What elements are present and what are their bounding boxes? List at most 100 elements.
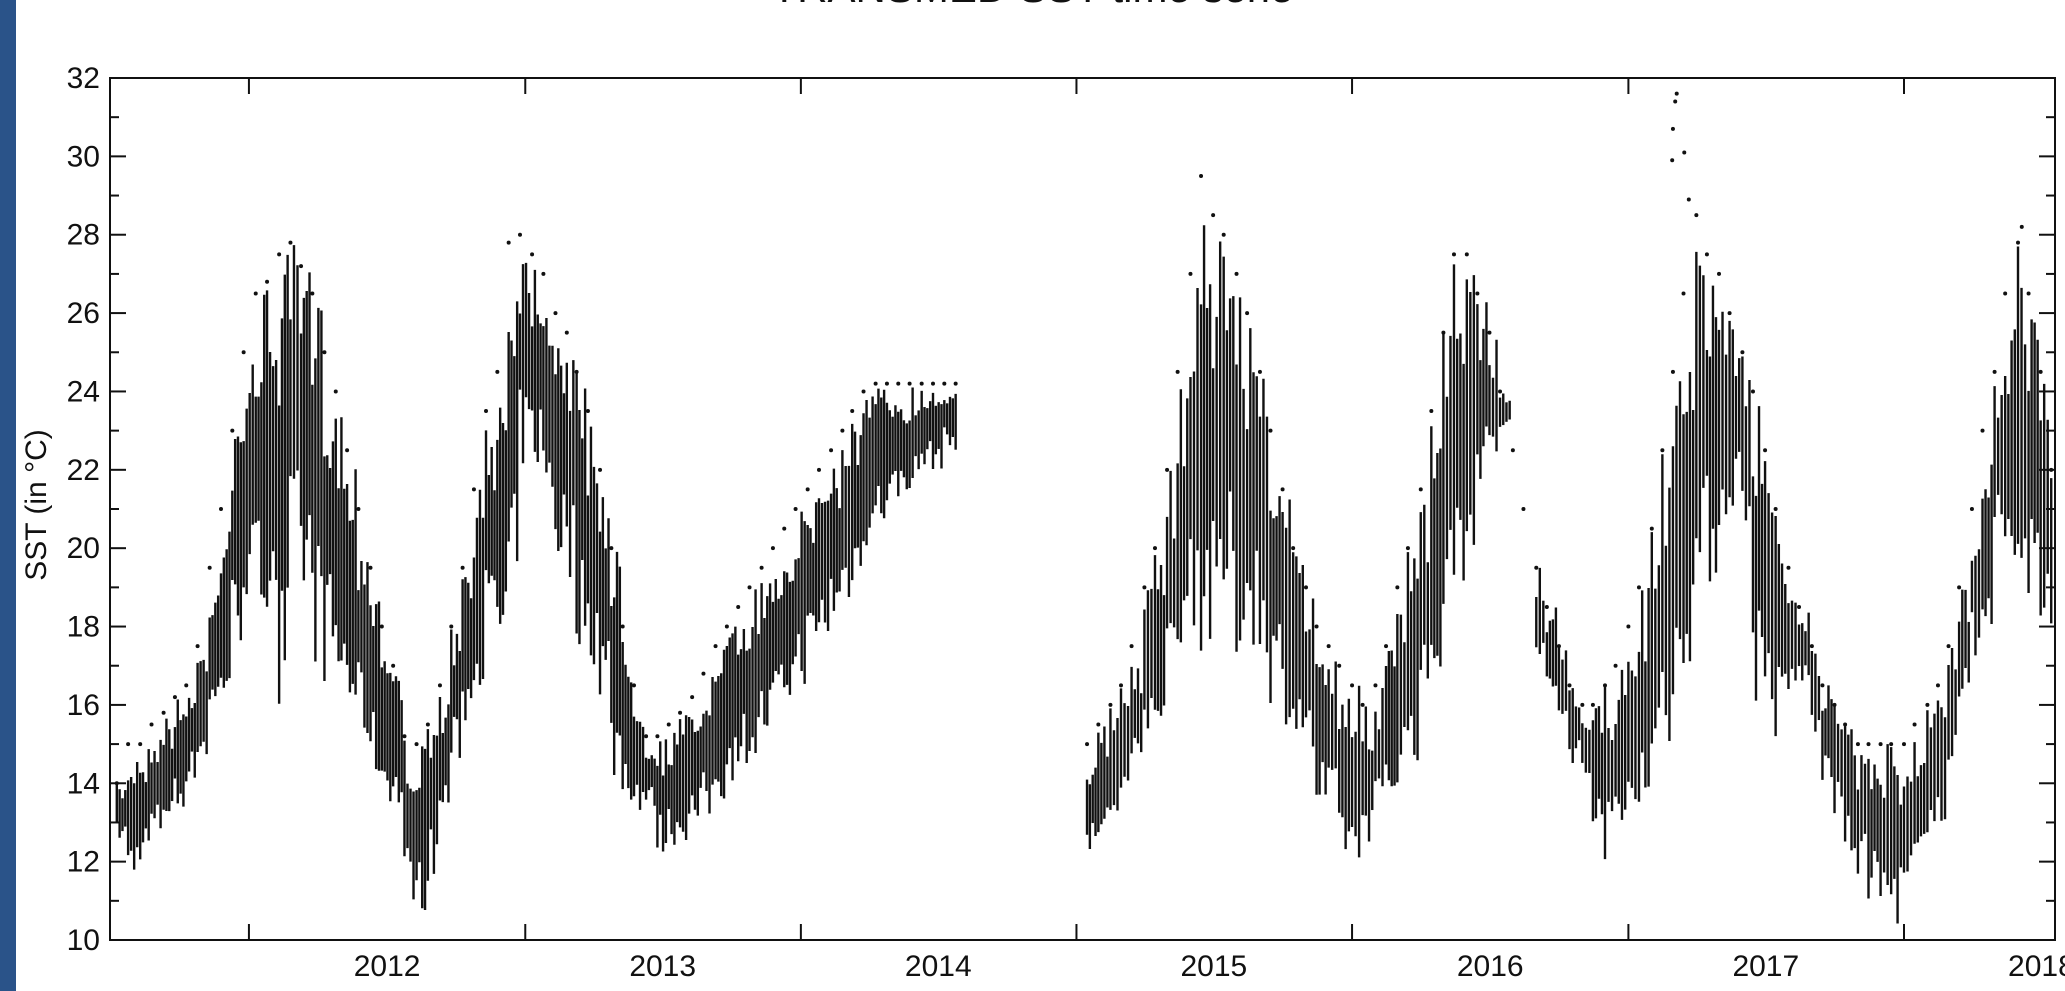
- data-point: [1326, 644, 1331, 649]
- data-point: [1889, 742, 1894, 747]
- data-point: [1175, 369, 1180, 374]
- x-tick-label: 2016: [1457, 950, 1524, 983]
- data-point: [345, 448, 350, 453]
- data-point: [1429, 409, 1434, 414]
- x-tick-label: 2012: [354, 950, 421, 983]
- data-point: [2019, 224, 2024, 229]
- data-point: [1673, 99, 1678, 104]
- data-point: [666, 722, 671, 727]
- data-point: [1750, 389, 1755, 394]
- x-tick-label: 2018: [2008, 950, 2065, 983]
- data-point: [1727, 311, 1732, 316]
- y-axis-label: SST (in °C): [20, 429, 53, 580]
- data-point: [1912, 722, 1917, 727]
- data-point: [620, 624, 625, 629]
- data-point: [701, 671, 706, 676]
- data-point: [391, 663, 396, 668]
- data-point: [1763, 448, 1768, 453]
- data-point: [1626, 624, 1631, 629]
- data-point: [861, 389, 866, 394]
- data-point: [690, 695, 695, 700]
- data-point: [1855, 742, 1860, 747]
- data-point: [1350, 683, 1355, 688]
- data-point: [288, 240, 293, 245]
- data-point: [1142, 585, 1147, 590]
- data-point: [230, 428, 235, 433]
- data-point: [1694, 213, 1699, 218]
- data-point: [1636, 585, 1641, 590]
- data-point: [632, 683, 637, 688]
- data-point: [1498, 389, 1503, 394]
- data-point: [265, 279, 270, 284]
- data-point: [322, 350, 327, 355]
- data-point: [953, 381, 958, 386]
- data-point: [184, 683, 189, 688]
- data-point: [449, 624, 454, 629]
- data-point: [850, 409, 855, 414]
- data-point: [1670, 369, 1675, 374]
- data-point: [736, 604, 741, 609]
- data-point: [1534, 565, 1539, 570]
- data-point: [585, 409, 590, 414]
- data-point: [931, 381, 936, 386]
- data-point: [1521, 507, 1526, 511]
- data-point: [460, 565, 465, 570]
- y-tick-label: 22: [67, 454, 100, 487]
- data-point: [333, 389, 338, 394]
- data-point: [1085, 742, 1090, 747]
- data-point: [149, 722, 154, 727]
- data-point: [541, 271, 546, 276]
- data-point: [1199, 173, 1204, 178]
- data-point: [218, 507, 223, 511]
- data-point: [1096, 722, 1101, 727]
- data-point: [356, 507, 361, 511]
- data-point: [138, 742, 143, 747]
- data-point: [782, 526, 787, 531]
- data-point: [1268, 428, 1273, 433]
- data-point: [1681, 291, 1686, 296]
- data-point: [1257, 369, 1262, 374]
- data-point: [2016, 240, 2021, 245]
- x-axis: 2012 2013 2014 2015 2016 2017 2018: [247, 78, 2065, 983]
- data-point: [1969, 507, 1974, 511]
- data-point: [884, 381, 889, 386]
- data-point: [1773, 507, 1778, 511]
- data-point: [840, 428, 845, 433]
- data-point: [805, 487, 810, 492]
- data-point: [1866, 742, 1871, 747]
- data-point: [1280, 487, 1285, 492]
- data-point: [553, 311, 558, 316]
- data-point: [816, 467, 821, 472]
- data-point: [1580, 702, 1585, 707]
- data-point: [598, 467, 603, 472]
- data-point: [1384, 644, 1389, 649]
- data-point: [1475, 291, 1480, 296]
- data-point: [609, 546, 614, 551]
- data-point: [2026, 291, 2031, 296]
- data-point: [1809, 644, 1814, 649]
- data-point: [1119, 683, 1124, 688]
- data-point: [1925, 702, 1930, 707]
- data-point: [379, 624, 384, 629]
- y-tick-label: 28: [67, 219, 100, 252]
- data-point: [1245, 311, 1250, 316]
- data-point: [1510, 448, 1515, 453]
- left-accent-bar: [0, 0, 16, 991]
- data-point: [1405, 546, 1410, 551]
- data-point: [829, 448, 834, 453]
- y-tick-label: 14: [67, 767, 100, 800]
- data-point: [1660, 448, 1665, 453]
- data-point: [1129, 644, 1134, 649]
- data-point: [1686, 197, 1691, 202]
- data-point: [1165, 467, 1170, 472]
- data-point: [1674, 91, 1679, 96]
- y-tick-label: 30: [67, 140, 100, 173]
- data-point: [161, 710, 166, 715]
- data-point: [1152, 546, 1157, 551]
- data-point: [1682, 150, 1687, 155]
- data-point: [1820, 683, 1825, 688]
- data-point: [1704, 252, 1709, 257]
- data-point: [1843, 722, 1848, 727]
- data-point: [770, 546, 775, 551]
